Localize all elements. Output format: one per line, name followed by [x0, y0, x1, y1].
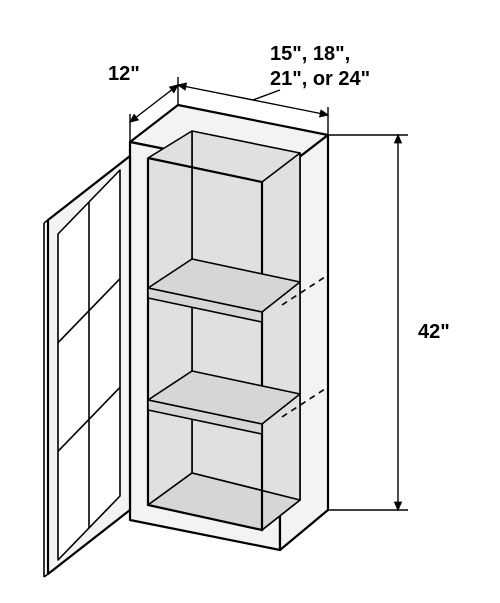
- cabinet-diagram: 12" 15", 18", 21", or 24" 42": [0, 0, 500, 603]
- dim-depth-label: 12": [108, 62, 140, 87]
- dim-width-label: 15", 18", 21", or 24": [270, 42, 370, 92]
- cabinet-svg: [0, 0, 500, 603]
- dim-height-label: 42": [418, 320, 450, 345]
